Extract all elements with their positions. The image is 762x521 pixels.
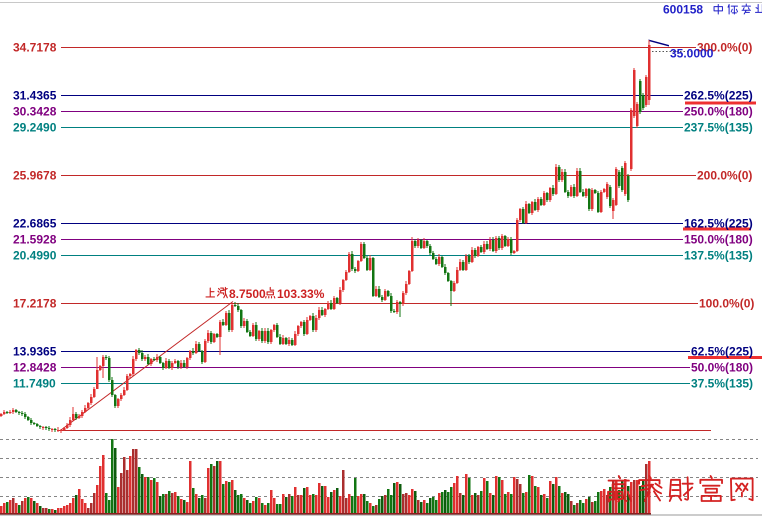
svg-text:8.7500: 8.7500 [229,287,266,301]
svg-text:25.9678: 25.9678 [13,169,57,183]
svg-text:29.2490: 29.2490 [13,121,57,135]
svg-text:103.33%: 103.33% [277,287,325,301]
svg-text:100.0%(0): 100.0%(0) [699,297,754,311]
svg-text:12.8428: 12.8428 [13,361,57,375]
svg-text:35.0000: 35.0000 [670,47,714,61]
svg-text:62.5%(225): 62.5%(225) [691,345,753,359]
svg-text:250.0%(180): 250.0%(180) [684,105,753,119]
svg-text:50.0%(180): 50.0%(180) [691,361,753,375]
svg-text:200.0%(0): 200.0%(0) [697,169,752,183]
svg-text:17.2178: 17.2178 [13,297,57,311]
svg-text:22.6865: 22.6865 [13,217,57,231]
svg-text:20.4990: 20.4990 [13,249,57,263]
svg-text:34.7178: 34.7178 [13,41,57,55]
svg-text:162.5%(225): 162.5%(225) [684,217,753,231]
svg-text:262.5%(225): 262.5%(225) [684,89,753,103]
svg-text:31.4365: 31.4365 [13,89,57,103]
svg-text:237.5%(135): 237.5%(135) [684,121,753,135]
svg-text:11.7490: 11.7490 [13,377,56,391]
svg-text:13.9365: 13.9365 [13,345,57,359]
svg-text:300.0%(0): 300.0%(0) [697,41,752,55]
svg-text:21.5928: 21.5928 [13,233,57,247]
svg-text:137.5%(135): 137.5%(135) [684,249,753,263]
svg-text:600158: 600158 [663,3,703,17]
svg-text:30.3428: 30.3428 [13,105,57,119]
svg-text:37.5%(135): 37.5%(135) [691,377,753,391]
svg-text:150.0%(180): 150.0%(180) [684,233,753,247]
